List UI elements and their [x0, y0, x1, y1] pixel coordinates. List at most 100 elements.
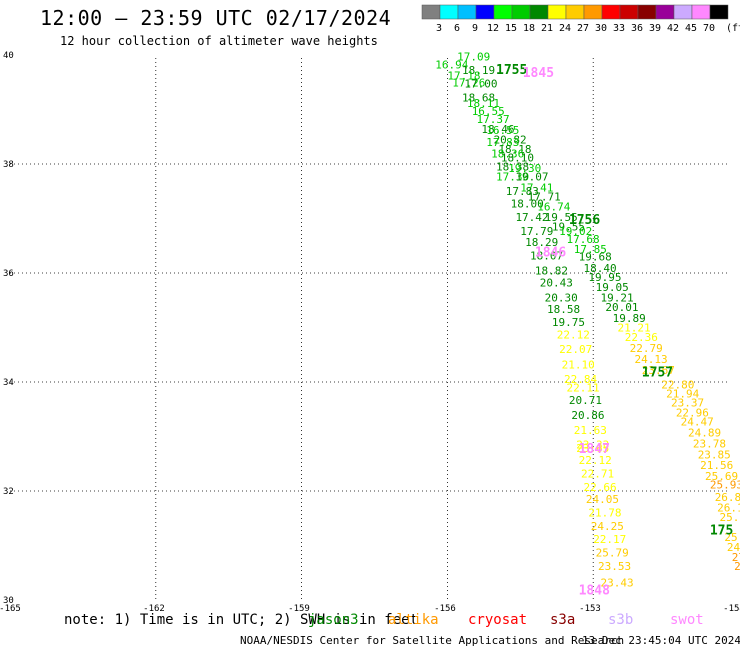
wave-height-obs: 22.71	[581, 467, 614, 480]
wave-height-obs: 23.85	[698, 448, 731, 461]
wave-height-obs: 22.80	[661, 379, 694, 392]
wave-height-obs: 18.07	[530, 249, 563, 262]
wave-height-obs: 18.82	[535, 265, 568, 278]
mission-legend: jason3 altika cryosat s3a s3b swot	[308, 612, 740, 632]
lon-tick-label: -156	[434, 604, 456, 614]
legend-label: 24	[559, 23, 571, 34]
wave-height-obs: 21.78	[588, 507, 621, 520]
wave-height-obs: 16.55	[472, 105, 505, 118]
wave-height-obs: 18.18	[498, 143, 531, 156]
wave-height-obs: 26.51	[734, 560, 740, 573]
wave-height-obs: 17.79	[520, 225, 553, 238]
wave-height-obs: 22.17	[593, 533, 626, 546]
lon-tick-label: -162	[143, 604, 165, 614]
legend-label: 45	[685, 23, 697, 34]
wave-height-obs: 17.18	[447, 70, 480, 83]
wave-height-obs: 17.68	[566, 233, 599, 246]
pass-time-label: 1846	[535, 246, 566, 261]
wave-height-obs: 18.19	[462, 64, 495, 77]
wave-height-obs: 23.37	[671, 397, 704, 410]
wave-height-obs: 19.68	[579, 250, 612, 263]
legend-label: 12	[487, 23, 499, 34]
legend-unit: (ft)	[726, 23, 740, 34]
wave-height-obs: 19.55	[552, 220, 585, 233]
lat-tick-label: 38	[3, 160, 14, 170]
legend-label: 15	[505, 23, 517, 34]
wave-height-obs: 16.74	[537, 200, 570, 213]
wave-height-obs: 22.11	[566, 381, 599, 394]
legend-label: 42	[667, 23, 679, 34]
wave-height-obs: 18.68	[462, 91, 495, 104]
wave-height-obs: 20.71	[569, 394, 602, 407]
legend-label: 21	[541, 23, 553, 34]
wave-height-obs: 22.79	[630, 342, 663, 355]
wave-height-obs: 22.12	[557, 328, 590, 341]
legend-label: 27	[577, 23, 589, 34]
wave-height-obs: 19.75	[552, 316, 585, 329]
wave-height-obs: 22.36	[625, 331, 658, 344]
lon-tick-label: -159	[288, 604, 310, 614]
legend-label: 6	[454, 23, 460, 34]
lat-tick-label: 30	[3, 596, 14, 606]
wave-height-obs: 19.02	[559, 225, 592, 238]
wave-height-obs: 20.30	[545, 291, 578, 304]
pass-time-label: 175	[710, 524, 733, 539]
wave-height-obs: 24.47	[681, 416, 714, 429]
generated-timestamp: 13 Dec 23:45:04 UTC 2024	[582, 634, 740, 647]
mission-label: s3a	[550, 612, 576, 628]
wave-height-obs: 22.12	[579, 454, 612, 467]
mission-label: altika	[388, 612, 439, 628]
wave-height-obs: 20.82	[494, 133, 527, 146]
wave-height-obs: 17.85	[574, 243, 607, 256]
wave-height-obs: 19.05	[596, 281, 629, 294]
footer-note: note: 1) Time is in UTC; 2) SWH is in fe…	[64, 612, 419, 628]
wave-height-obs: 18.36	[491, 147, 524, 160]
mission-label: jason3	[308, 612, 359, 628]
wave-height-obs: 19.07	[515, 170, 548, 183]
wave-height-obs: 26.84	[715, 491, 740, 504]
wave-height-obs: 23.78	[693, 437, 726, 450]
mission-label: s3b	[608, 612, 634, 628]
credit-text: NOAA/NESDIS Center for Satellite Applica…	[240, 634, 625, 647]
wave-height-obs: 18.29	[525, 236, 558, 249]
lat-tick-label: 40	[3, 51, 14, 61]
wave-height-obs: 24.25	[591, 520, 624, 533]
wave-height-obs: 18.00	[511, 198, 544, 211]
wave-height-obs: 17.00	[464, 78, 497, 91]
wave-height-obs: 20.86	[571, 409, 604, 422]
pass-time-label: 1755	[496, 63, 527, 78]
lat-tick-label: 32	[3, 487, 14, 497]
legend-label: 33	[613, 23, 625, 34]
wave-height-obs: 18.40	[583, 262, 616, 275]
wave-height-obs: 19.89	[613, 312, 646, 325]
wave-height-obs: 25.84	[720, 511, 740, 524]
wave-height-obs: 25.79	[596, 546, 629, 559]
wave-height-obs: 20.01	[605, 301, 638, 314]
wave-height-obs: 27.25	[732, 551, 740, 564]
legend-label: 3	[436, 23, 442, 34]
wave-height-obs: 21.56	[700, 459, 733, 472]
wave-height-obs: 23.43	[600, 576, 633, 589]
wave-height-obs: 16.94	[435, 59, 468, 72]
wave-height-obs: 23.33	[576, 438, 609, 451]
legend-label: 39	[649, 23, 661, 34]
wave-height-obs: 22.96	[676, 406, 709, 419]
lat-tick-label: 34	[3, 378, 14, 388]
wave-height-obs: 17.09	[457, 50, 490, 63]
wave-height-obs: 18.10	[501, 151, 534, 164]
wave-height-obs: 18.11	[467, 97, 500, 110]
wave-height-obs: 25.93	[710, 478, 740, 491]
wave-height-obs: 24.75	[727, 541, 740, 554]
page-title: 12:00 – 23:59 UTC 02/17/2024	[40, 6, 392, 30]
lon-tick-label: -153	[579, 604, 601, 614]
wave-height-obs: 17.41	[520, 181, 553, 194]
wave-height-obs: 17.83	[506, 185, 539, 198]
wave-height-obs: 23.53	[598, 560, 631, 573]
wave-height-obs: 21.63	[574, 424, 607, 437]
legend-label: 9	[472, 23, 478, 34]
wave-height-obs: 19.30	[508, 162, 541, 175]
wave-height-obs: 17.37	[477, 113, 510, 126]
wave-height-obs: 23.65	[576, 442, 609, 455]
page-subtitle: 12 hour collection of altimeter wave hei…	[60, 34, 378, 48]
